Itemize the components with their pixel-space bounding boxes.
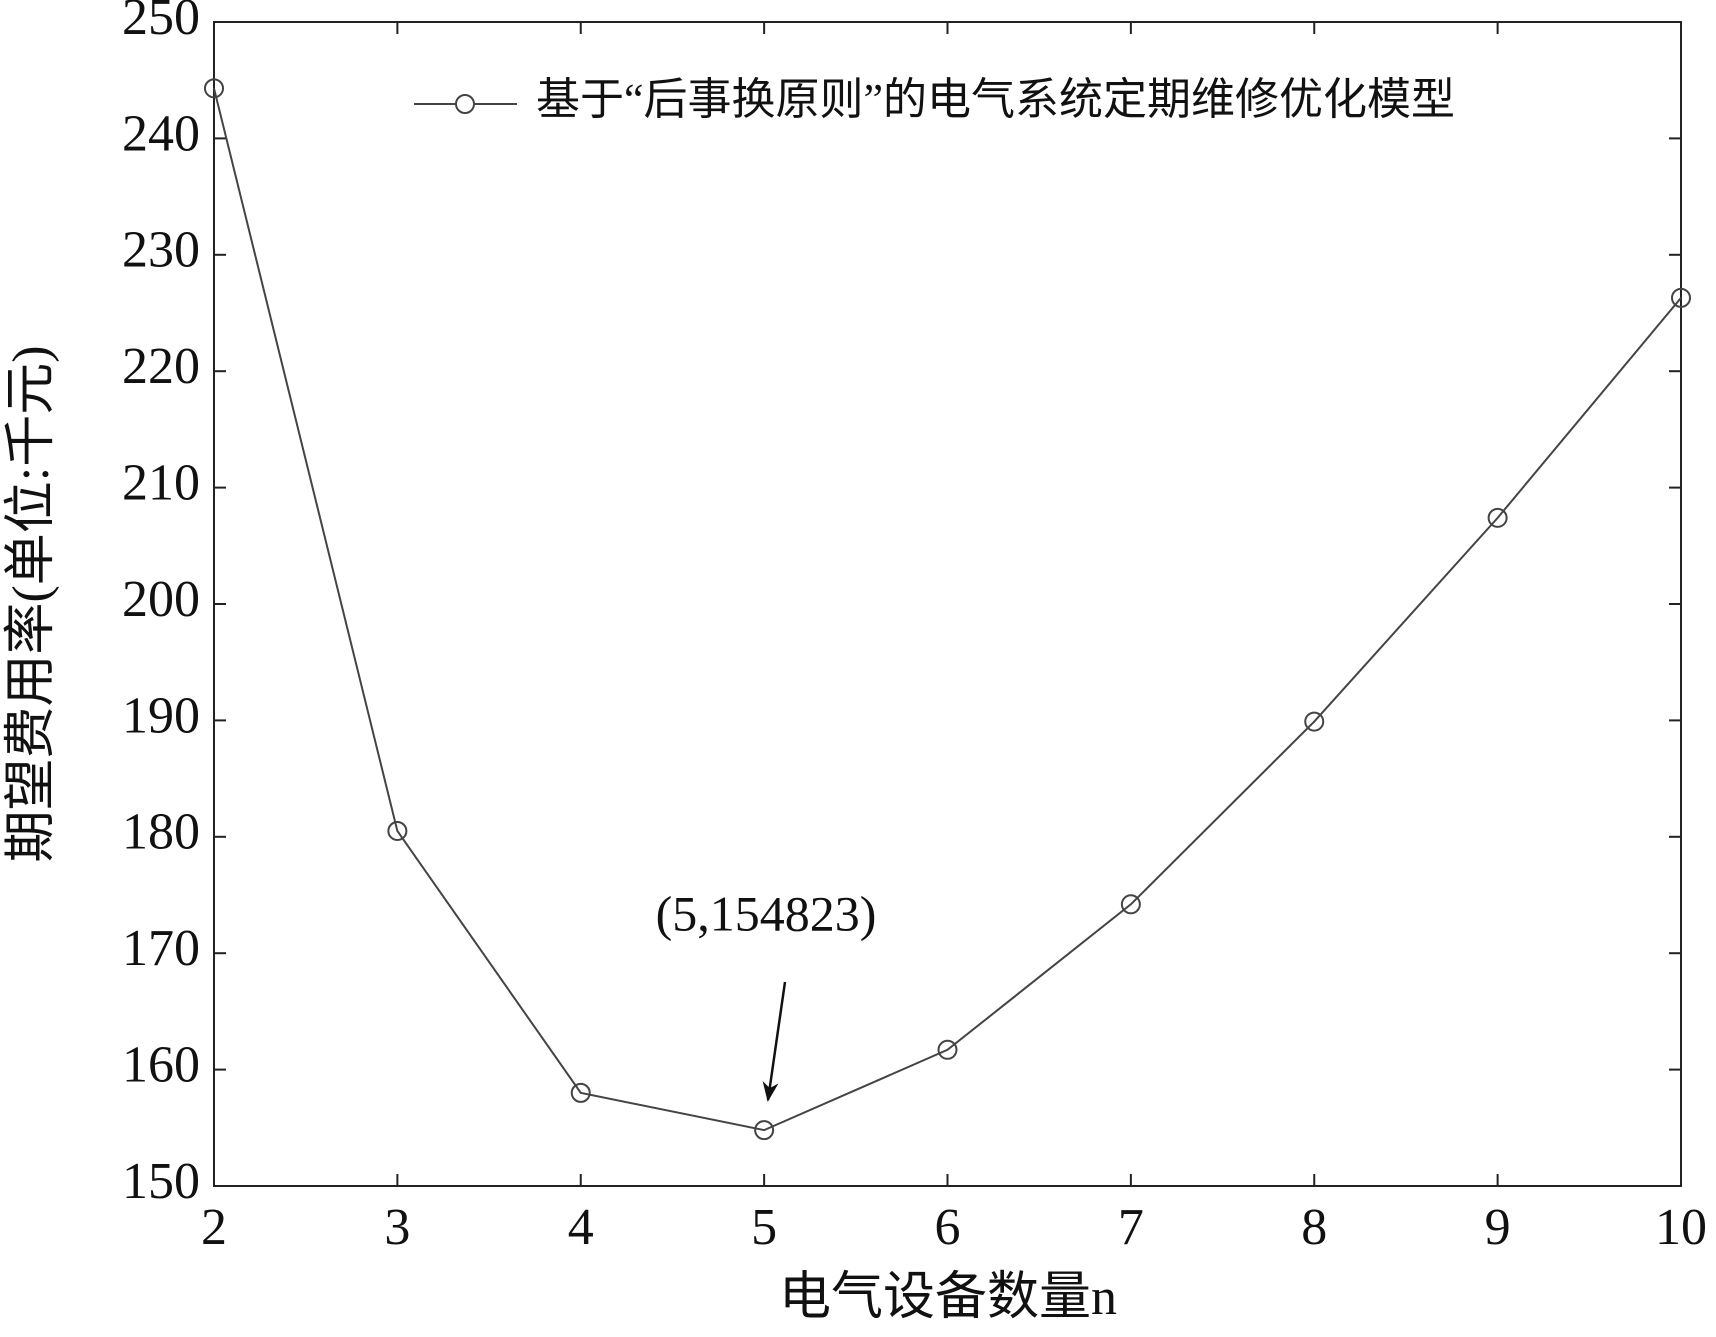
legend-label: 基于“后事换原则”的电气系统定期维修优化模型 bbox=[536, 75, 1455, 124]
data-point bbox=[204, 78, 224, 99]
x-tick-label: 6 bbox=[935, 1199, 961, 1256]
data-point bbox=[1487, 507, 1508, 528]
data-point bbox=[1120, 894, 1141, 915]
x-tick-label: 9 bbox=[1485, 1199, 1511, 1256]
y-tick-label: 220 bbox=[122, 338, 200, 395]
x-tick-label: 7 bbox=[1118, 1199, 1144, 1256]
y-tick-label: 230 bbox=[122, 222, 200, 279]
y-tick-label: 150 bbox=[122, 1153, 200, 1210]
data-point bbox=[937, 1039, 958, 1060]
series-line bbox=[213, 88, 1682, 1132]
y-tick-label: 240 bbox=[122, 105, 200, 162]
data-point bbox=[570, 1082, 591, 1103]
y-tick-label: 170 bbox=[122, 920, 200, 977]
x-tick-label: 5 bbox=[751, 1199, 777, 1256]
data-point bbox=[1671, 287, 1691, 308]
x-tick-label: 4 bbox=[568, 1199, 594, 1256]
x-tick-label: 8 bbox=[1301, 1199, 1327, 1256]
annotation: (5,154823) bbox=[656, 885, 877, 941]
y-tick-label: 190 bbox=[122, 687, 200, 744]
x-tick-label: 10 bbox=[1655, 1199, 1707, 1256]
annotation-arrow bbox=[762, 981, 787, 1102]
y-tick-label: 160 bbox=[122, 1037, 200, 1094]
x-axis-label: 电气设备数量n bbox=[779, 1269, 1117, 1326]
legend-swatch-marker bbox=[455, 94, 475, 114]
y-tick-label: 250 bbox=[122, 0, 200, 46]
data-point bbox=[1304, 711, 1325, 732]
y-tick-label: 180 bbox=[122, 804, 200, 861]
data-point bbox=[387, 820, 408, 841]
y-axis-label: 期望费用率(单位:千元) bbox=[3, 345, 60, 862]
y-tick-label: 200 bbox=[122, 571, 200, 628]
data-point bbox=[754, 1120, 775, 1141]
plot-frame bbox=[213, 21, 1682, 1187]
x-tick-label: 2 bbox=[201, 1199, 227, 1256]
y-tick-label: 210 bbox=[122, 455, 200, 512]
x-tick-label: 3 bbox=[384, 1199, 410, 1256]
